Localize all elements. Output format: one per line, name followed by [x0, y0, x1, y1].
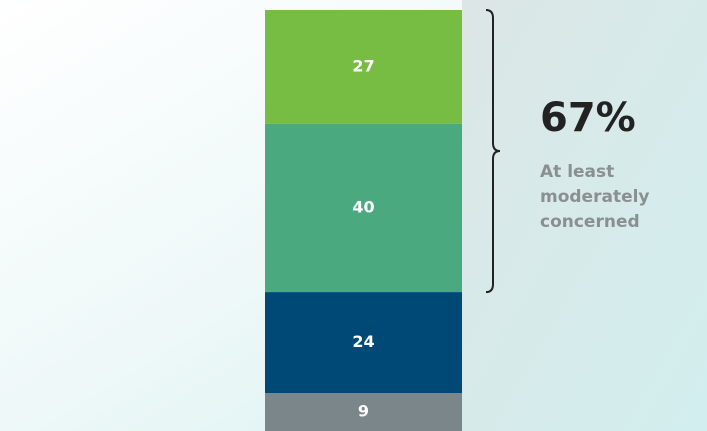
- brace: [485, 9, 501, 294]
- bar-segment: [265, 123, 462, 293]
- bar-segment: [265, 10, 462, 124]
- segment-label: 27: [352, 56, 374, 75]
- bar-segment: [265, 393, 462, 431]
- annotation-text: concerned: [540, 212, 640, 232]
- bar-segment: [265, 292, 462, 394]
- segment-label: 24: [352, 332, 374, 351]
- annotation-panel: [462, 0, 707, 431]
- annotation-text: At least: [540, 162, 614, 182]
- segment-label: 40: [352, 197, 374, 216]
- annotation-value: 67%: [540, 95, 636, 141]
- annotation-text: moderately: [540, 187, 650, 207]
- segment-label: 9: [358, 402, 369, 421]
